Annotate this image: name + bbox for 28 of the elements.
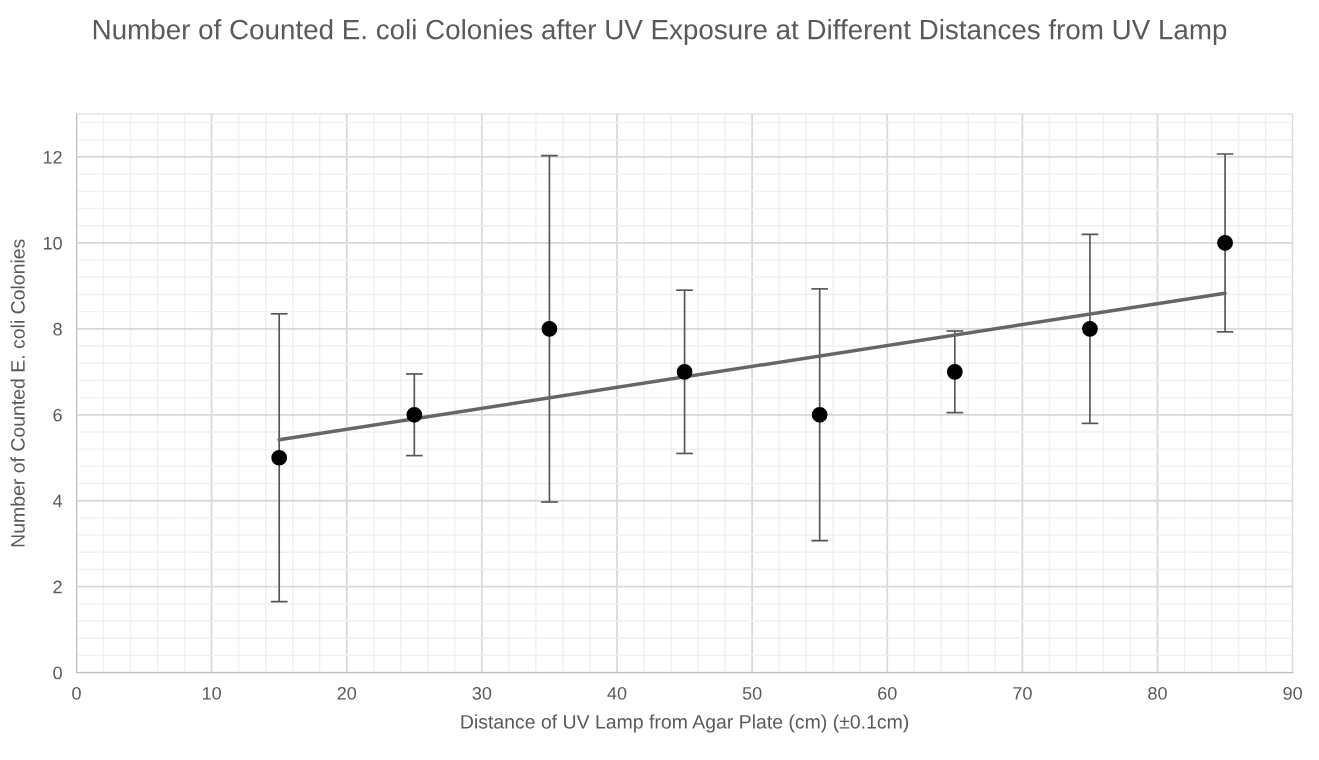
x-tick-label: 80 — [1148, 686, 1167, 700]
point — [946, 363, 963, 380]
y-tick-label: 4 — [52, 494, 63, 508]
y-tick-label: 10 — [43, 236, 62, 250]
y-tick-label: 6 — [53, 408, 62, 422]
x-tick-label: 30 — [472, 686, 492, 700]
x-tick-label: 40 — [607, 686, 627, 700]
point — [406, 406, 423, 423]
x-tick-label: 20 — [337, 686, 357, 700]
x-tick-label: 0 — [72, 686, 81, 700]
y-tick-label: 2 — [53, 580, 62, 594]
chart-title: Number of Counted E. coli Colonies after UV Exposure at Different Distances from UV Lamp — [93, 19, 1227, 45]
point — [811, 406, 828, 423]
point — [541, 320, 558, 337]
point — [676, 363, 693, 380]
x-axis-title: Distance of UV Lamp from Agar Plate (cm) (±0.1cm) — [461, 714, 909, 733]
y-tick-label: 0 — [53, 666, 62, 680]
point — [271, 449, 288, 466]
y-tick-label: 12 — [43, 150, 62, 164]
x-tick-label: 70 — [1013, 686, 1032, 700]
x-tick-label: 50 — [742, 686, 762, 700]
x-tick-label: 60 — [878, 686, 897, 700]
x-tick-label: 90 — [1283, 686, 1302, 700]
point — [1082, 320, 1098, 337]
y-axis-title: Number of Counted E. coli Colonies — [10, 239, 25, 547]
x-tick-label: 10 — [202, 686, 221, 700]
point — [1217, 235, 1233, 251]
y-tick-label: 8 — [53, 322, 62, 336]
